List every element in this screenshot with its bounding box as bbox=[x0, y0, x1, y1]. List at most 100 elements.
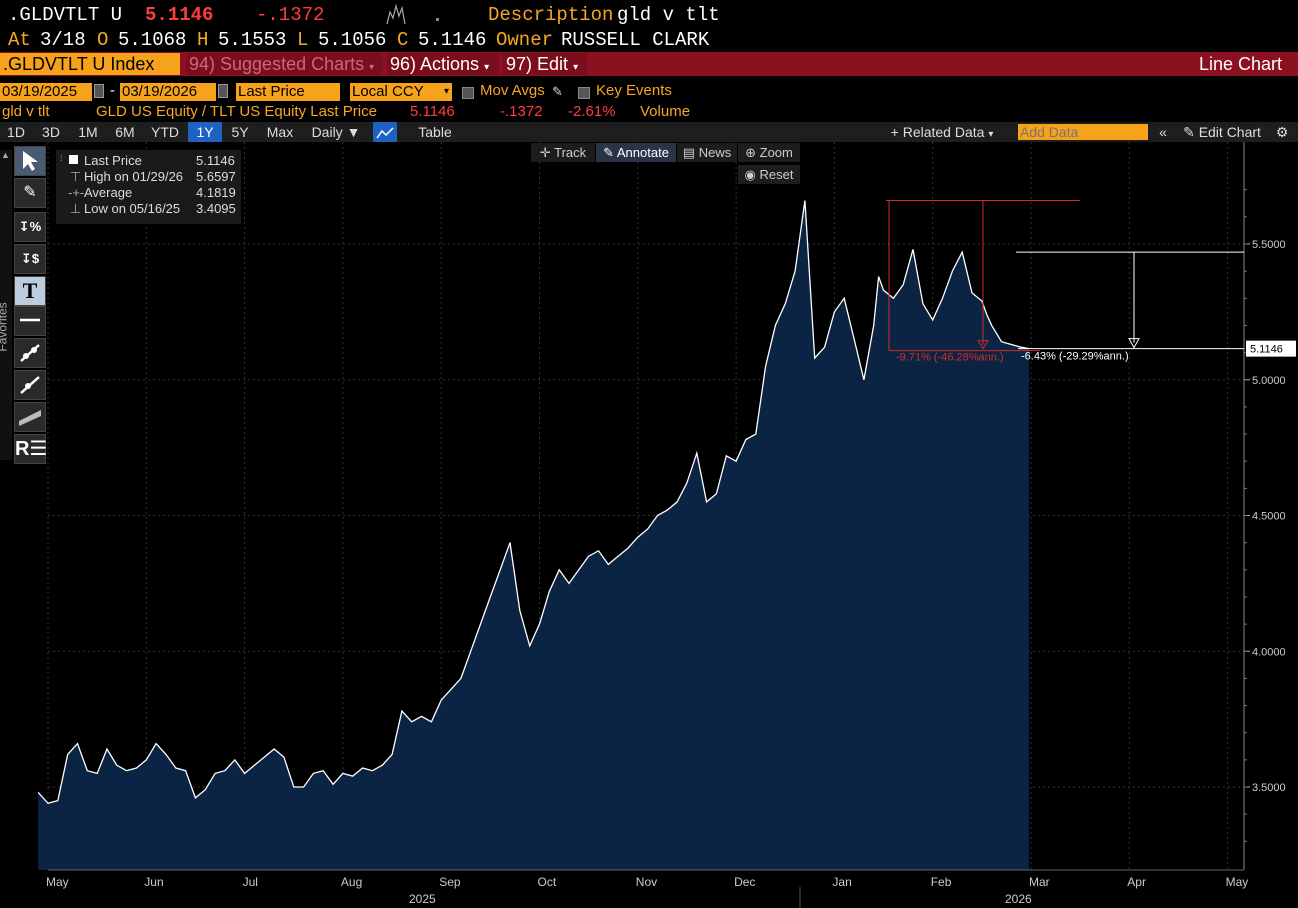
regression-tool-icon[interactable]: R☰ bbox=[14, 434, 47, 464]
reset-button[interactable]: ◉ Reset bbox=[738, 165, 800, 184]
month-label: Apr bbox=[1127, 875, 1146, 889]
period-1m[interactable]: 1M bbox=[78, 124, 98, 140]
period-ytd[interactable]: YTD bbox=[151, 124, 179, 140]
add-data-input[interactable] bbox=[1018, 124, 1148, 140]
low-label: L bbox=[297, 29, 309, 51]
average-marker-icon: -+- bbox=[68, 185, 85, 200]
x-axis: May Jun Jul Aug Sep Oct Nov Dec Jan Feb Mar Apr May 2… bbox=[46, 869, 1248, 908]
text-tool-icon[interactable]: T bbox=[14, 276, 46, 306]
month-label: Jul bbox=[243, 875, 258, 889]
low-value: 5.1056 bbox=[318, 29, 387, 51]
chart-type-label: Line Chart bbox=[1198, 54, 1282, 74]
legend-high-value: 5.6597 bbox=[196, 169, 236, 184]
legend-last-value: 5.1146 bbox=[196, 153, 235, 168]
owner-value: RUSSELL CLARK bbox=[561, 29, 710, 51]
ray-line-icon[interactable] bbox=[14, 370, 46, 400]
period-6m[interactable]: 6M bbox=[115, 124, 135, 140]
zoom-label: Zoom bbox=[759, 145, 793, 160]
series-change: -.1372 bbox=[500, 103, 543, 120]
related-data-menu[interactable]: + Related Data ▾ bbox=[882, 122, 1002, 142]
chart-area: 5.5000 5.0000 4.5000 4.0000 3.5000 May Jun Jul… bbox=[37, 142, 1296, 908]
currency-select[interactable]: Local CCY ▾ bbox=[350, 83, 452, 101]
last-price-tag-label: 5.1146 bbox=[1250, 344, 1283, 356]
draw-tool-icon[interactable]: ✎ bbox=[14, 178, 46, 208]
trend-line-icon[interactable] bbox=[14, 338, 46, 368]
gear-icon[interactable]: ⚙ bbox=[1275, 124, 1289, 140]
chevron-down-icon: ▾ bbox=[369, 62, 375, 73]
month-label: Aug bbox=[341, 875, 362, 889]
period-3d[interactable]: 3D bbox=[42, 124, 60, 140]
percent-tool-icon[interactable]: ↧% bbox=[14, 212, 46, 242]
pencil-icon[interactable]: ✎ bbox=[552, 84, 563, 99]
calendar-icon[interactable] bbox=[218, 84, 228, 98]
line-chart-icon[interactable] bbox=[373, 122, 397, 142]
period-max[interactable]: Max bbox=[266, 124, 294, 140]
ticker-label: .GLDVTLT U bbox=[8, 4, 123, 26]
legend-low-value: 3.4095 bbox=[196, 201, 236, 216]
zoom-button[interactable]: ⊕ Zoom bbox=[738, 143, 800, 162]
pencil-icon: ✎ bbox=[1183, 124, 1195, 140]
news-button[interactable]: ▤ News bbox=[677, 143, 737, 162]
legend-avg-value: 4.1819 bbox=[196, 185, 236, 200]
field-select[interactable]: Last Price bbox=[236, 83, 340, 101]
pencil-icon: ✎ bbox=[603, 145, 614, 160]
at-value: 3/18 bbox=[40, 29, 86, 51]
frequency-select[interactable]: Daily ▼ bbox=[304, 122, 368, 142]
dollar-tool-icon[interactable]: ↧$ bbox=[14, 244, 46, 274]
header-row-2: At 3/18 O 5.1068 H 5.1553 L 5.1056 C 5.1… bbox=[0, 29, 1298, 51]
legend-last-label: Last Price bbox=[84, 153, 142, 168]
date-range-dash: - bbox=[110, 82, 115, 99]
open-value: 5.1068 bbox=[118, 29, 187, 51]
suggested-charts-menu[interactable]: 94) Suggested Charts ▾ bbox=[186, 53, 382, 75]
edit-label: 97) Edit bbox=[506, 54, 569, 74]
reset-label: Reset bbox=[759, 167, 794, 182]
key-events-label: Key Events bbox=[596, 82, 672, 99]
arrow-up-icon: ▲ bbox=[1, 150, 10, 160]
month-label: Jan bbox=[832, 875, 851, 889]
y-tick-label: 4.5000 bbox=[1252, 511, 1286, 523]
low-marker-icon: ⊥ bbox=[70, 201, 82, 216]
actions-menu[interactable]: 96) Actions ▾ bbox=[387, 53, 499, 75]
at-label: At bbox=[8, 29, 31, 51]
month-label: Dec bbox=[734, 875, 755, 889]
horizontal-line-icon[interactable] bbox=[14, 306, 46, 336]
edit-chart-button[interactable]: ✎ Edit Chart bbox=[1176, 122, 1268, 142]
y-tick-label: 4.0000 bbox=[1252, 646, 1286, 658]
month-label: Oct bbox=[538, 875, 557, 889]
zoom-icon: ⊕ bbox=[745, 145, 757, 160]
track-button[interactable]: ✛ Track bbox=[531, 143, 595, 162]
y-tick-label: 5.5000 bbox=[1252, 239, 1286, 251]
year-label: 2025 bbox=[409, 892, 436, 906]
frequency-label: Daily bbox=[311, 124, 343, 140]
annotate-button[interactable]: ✎ Annotate bbox=[596, 143, 676, 162]
month-label: Nov bbox=[636, 875, 657, 889]
favorites-label: Favorites bbox=[0, 302, 10, 352]
dot-icon bbox=[436, 18, 439, 21]
end-date-input[interactable]: 03/19/2026 bbox=[120, 83, 216, 101]
period-1y[interactable]: 1Y bbox=[188, 122, 222, 142]
security-index-field[interactable]: .GLDVTLT U Index bbox=[0, 53, 180, 75]
calendar-icon[interactable] bbox=[94, 84, 104, 98]
high-value: 5.1553 bbox=[218, 29, 287, 51]
related-data-label: + Related Data bbox=[890, 124, 985, 140]
favorites-tab[interactable]: Favorites ▲ bbox=[0, 150, 12, 460]
year-label: 2026 bbox=[1005, 892, 1032, 906]
month-label: Feb bbox=[931, 875, 952, 889]
chevron-down-icon: ▾ bbox=[484, 62, 490, 73]
key-events-checkbox[interactable] bbox=[578, 87, 590, 99]
mov-avgs-checkbox[interactable] bbox=[462, 87, 474, 99]
radio-icon: ◉ bbox=[744, 167, 756, 182]
arrow-down-icon bbox=[977, 340, 989, 350]
period-1d[interactable]: 1D bbox=[7, 124, 25, 140]
high-marker-icon: ⊤ bbox=[70, 169, 82, 184]
last-price-tag bbox=[1246, 340, 1296, 357]
channel-tool-icon[interactable] bbox=[14, 402, 46, 432]
start-date-input[interactable]: 03/19/2025 bbox=[0, 83, 92, 101]
edit-menu[interactable]: 97) Edit ▾ bbox=[503, 53, 587, 75]
chevron-down-icon: ▾ bbox=[573, 62, 579, 73]
table-button[interactable]: Table bbox=[418, 124, 452, 140]
y-tick-label: 5.0000 bbox=[1252, 375, 1286, 387]
collapse-left-icon[interactable]: « bbox=[1159, 124, 1167, 140]
pointer-tool-icon[interactable] bbox=[14, 146, 46, 176]
period-5y[interactable]: 5Y bbox=[231, 124, 249, 140]
